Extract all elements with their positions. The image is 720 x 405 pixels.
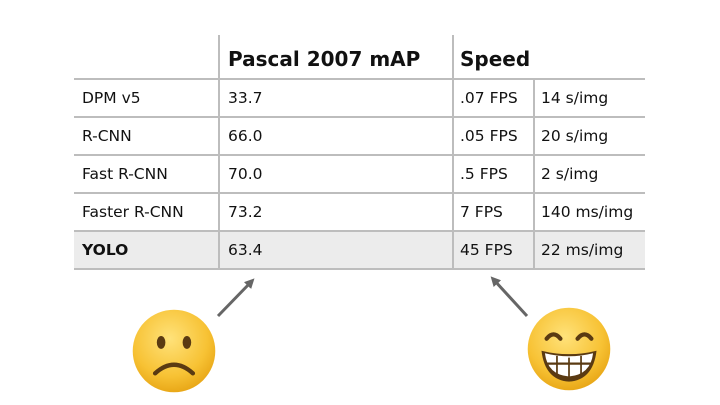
row-fps: .05 FPS bbox=[452, 118, 533, 154]
grinning-face-icon bbox=[526, 306, 612, 392]
table-row: Fast R-CNN 70.0 .5 FPS 2 s/img bbox=[74, 156, 645, 194]
arrow-up-right-icon bbox=[216, 278, 255, 318]
row-map: 33.7 bbox=[218, 80, 452, 116]
row-time: 22 ms/img bbox=[533, 232, 645, 268]
row-name: DPM v5 bbox=[82, 89, 141, 107]
row-time: 2 s/img bbox=[533, 156, 645, 192]
comparison-table: Pascal 2007 mAP Speed DPM v5 33.7 .07 FP… bbox=[74, 35, 645, 270]
row-map: 66.0 bbox=[218, 118, 452, 154]
row-time: 14 s/img bbox=[533, 80, 645, 116]
row-map: 63.4 bbox=[218, 232, 452, 268]
row-name: Fast R-CNN bbox=[82, 165, 168, 183]
arrow-up-left-icon bbox=[490, 276, 529, 318]
row-name: R-CNN bbox=[82, 127, 132, 145]
row-map: 70.0 bbox=[218, 156, 452, 192]
table-row: R-CNN 66.0 .05 FPS 20 s/img bbox=[74, 118, 645, 156]
table-row: Faster R-CNN 73.2 7 FPS 140 ms/img bbox=[74, 194, 645, 232]
row-fps: 45 FPS bbox=[452, 232, 533, 268]
row-fps: .07 FPS bbox=[452, 80, 533, 116]
row-time: 140 ms/img bbox=[533, 194, 645, 230]
row-fps: .5 FPS bbox=[452, 156, 533, 192]
row-map: 73.2 bbox=[218, 194, 452, 230]
header-map-cell: Pascal 2007 mAP bbox=[218, 35, 452, 78]
header-speed-cell: Speed bbox=[452, 35, 645, 78]
table-header-row: Pascal 2007 mAP Speed bbox=[74, 35, 645, 80]
frowning-face-icon bbox=[131, 308, 217, 394]
table-row-yolo: YOLO 63.4 45 FPS 22 ms/img bbox=[74, 232, 645, 270]
row-name: YOLO bbox=[82, 241, 129, 259]
row-fps: 7 FPS bbox=[452, 194, 533, 230]
row-name: Faster R-CNN bbox=[82, 203, 184, 221]
row-time: 20 s/img bbox=[533, 118, 645, 154]
table-row: DPM v5 33.7 .07 FPS 14 s/img bbox=[74, 80, 645, 118]
